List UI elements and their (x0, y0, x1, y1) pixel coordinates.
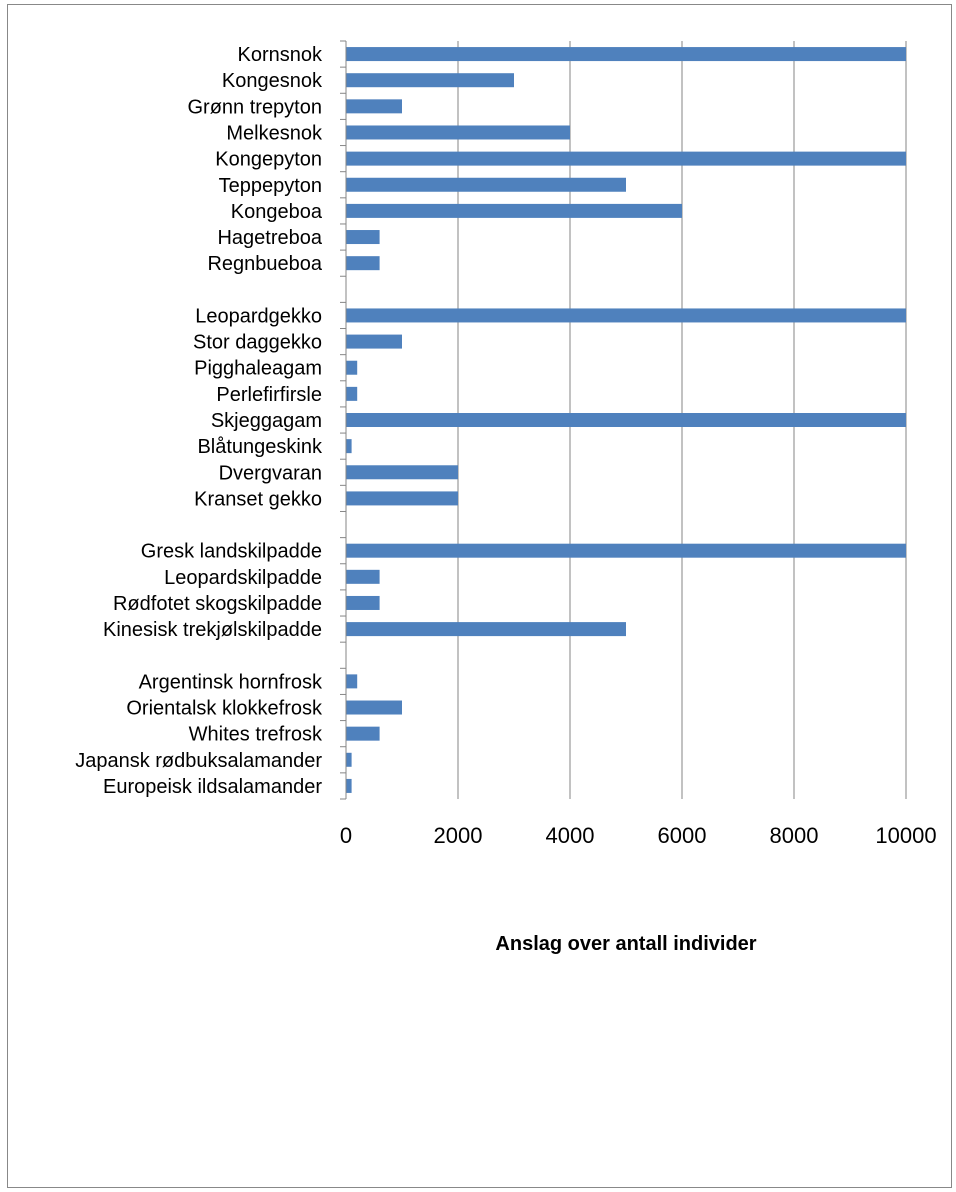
category-label: Melkesnok (226, 122, 323, 144)
category-label: Leopardgekko (195, 305, 322, 327)
bar (346, 125, 570, 140)
bar (346, 386, 358, 401)
category-label: Rødfotet skogskilpadde (113, 593, 322, 615)
bar (346, 569, 380, 584)
category-label: Japansk rødbuksalamander (75, 750, 322, 772)
category-label: Kranset gekko (194, 488, 322, 510)
category-label: Perlefirfirsle (216, 384, 322, 406)
bar (346, 360, 358, 375)
x-tick-label: 4000 (546, 823, 595, 848)
category-label: Argentinsk hornfrosk (139, 671, 323, 693)
axes (340, 40, 347, 800)
bar (346, 622, 626, 637)
bar (346, 700, 402, 715)
category-label: Kongesnok (222, 70, 323, 92)
x-tick-label: 2000 (434, 823, 483, 848)
bar (346, 47, 906, 62)
category-label: Dvergvaran (219, 462, 322, 484)
x-tick-label: 0 (340, 823, 352, 848)
bar (346, 99, 402, 114)
bar (346, 595, 380, 610)
category-label: Gresk landskilpadde (141, 541, 322, 563)
bar (346, 465, 458, 480)
bar (346, 726, 380, 741)
category-label: Kornsnok (238, 44, 323, 66)
category-labels: Kornsnok Kongesnok Grønn trepyton Melkesnok… (75, 44, 323, 798)
bar (346, 177, 626, 192)
category-label: Leopardskilpadde (164, 567, 322, 589)
category-label: Whites trefrosk (189, 724, 323, 746)
bar (346, 308, 906, 323)
category-label: Grønn trepyton (187, 96, 322, 118)
category-label: Skjeggagam (211, 410, 322, 432)
category-label: Orientalsk klokkefrosk (126, 698, 323, 720)
x-axis-title: Anslag over antall individer (495, 933, 756, 955)
chart-frame: Kornsnok Kongesnok Grønn trepyton Melkesnok… (7, 4, 952, 1188)
category-label: Blåtungeskink (197, 436, 323, 458)
category-label: Kongepyton (215, 149, 322, 171)
x-tick-label: 6000 (658, 823, 707, 848)
category-label: Pigghaleagam (194, 358, 322, 380)
category-label: Stor daggekko (193, 332, 322, 354)
bar (346, 413, 906, 427)
tick-labels: 0 2000 4000 6000 8000 10000 (340, 823, 937, 848)
bar (346, 230, 380, 245)
category-label: Hagetreboa (217, 227, 322, 249)
bar (346, 543, 906, 558)
bar (346, 778, 352, 793)
category-label: Regnbueboa (207, 253, 322, 275)
category-label: Kongeboa (231, 201, 323, 223)
bar (346, 674, 358, 689)
bar (346, 491, 458, 506)
x-tick-label: 8000 (770, 823, 819, 848)
bar (346, 256, 380, 271)
bar (346, 752, 352, 767)
bar (346, 203, 682, 218)
category-label: Teppepyton (219, 175, 322, 197)
category-label: Kinesisk trekjølskilpadde (103, 619, 322, 641)
bar (346, 334, 402, 349)
category-label: Europeisk ildsalamander (103, 776, 322, 798)
bars (346, 47, 906, 793)
bar-chart: Kornsnok Kongesnok Grønn trepyton Melkesnok… (75, 40, 937, 955)
bar (346, 151, 906, 166)
bar (346, 73, 514, 88)
bar (346, 439, 352, 454)
x-tick-label: 10000 (875, 823, 936, 848)
